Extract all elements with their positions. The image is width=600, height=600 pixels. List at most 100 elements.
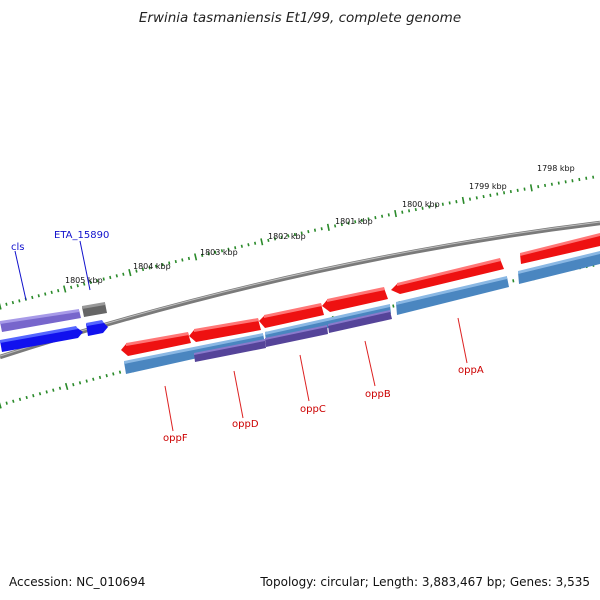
scale-label-1805: 1805 kbp [65,276,103,285]
outer-track-minor-tick [187,256,191,261]
outer-track-minor-tick [347,221,350,225]
outer-track-major-tick [394,209,397,218]
inner-track-minor-tick [12,399,15,403]
feature-eta15890-blue[interactable] [86,320,108,336]
outer-track-major-tick [461,196,465,204]
outer-track-minor-tick [267,238,270,242]
outer-track-minor-tick [571,179,574,183]
inner-track-minor-tick [5,401,8,405]
outer-track-minor-tick [201,253,204,257]
cds-oppB[interactable] [322,287,388,312]
genome-stats-text: Topology: circular; Length: 3,883,467 bp… [260,575,590,589]
inner-track-major-tick [0,402,2,409]
outer-track-minor-tick [435,203,438,208]
outer-track-minor-tick [523,187,526,191]
outer-track-minor-tick [550,182,553,186]
cds-oppC[interactable] [259,303,324,328]
outer-track-minor-tick [340,222,343,227]
feature-steel-oppA[interactable] [396,276,509,315]
inner-track-minor-tick [72,382,75,387]
inner-track-minor-tick [18,397,22,402]
outer-track-minor-tick [516,188,519,192]
outer-track-minor-tick [214,250,217,254]
accession-text: Accession: NC_010694 [9,575,146,589]
inner-track-minor-tick [38,392,42,396]
outer-track-minor-tick [300,231,303,235]
inner-track-minor-tick [58,386,62,390]
outer-track-minor-tick [585,176,588,180]
outer-track-minor-tick [96,279,99,283]
outer-track-minor-tick [441,202,444,206]
outer-track-minor-tick [428,205,431,209]
outer-track-major-tick [0,302,2,310]
gene-label-oppA[interactable]: oppA [458,365,484,376]
outer-track-major-tick [128,269,132,277]
outer-track-minor-tick [148,266,151,270]
outer-track-minor-tick [313,228,317,232]
feature-cls-blue[interactable] [0,326,83,352]
outer-track-minor-tick [37,294,40,298]
outer-track-minor-tick [489,193,492,197]
feature-purple-oppB[interactable] [328,310,392,333]
outer-track-minor-tick [18,299,21,303]
feature-purple-oppC[interactable] [265,325,328,347]
outer-track-minor-tick [421,206,424,210]
outer-track-minor-tick [401,210,404,214]
inner-track-minor-tick [52,388,55,392]
outer-track-major-tick [529,184,533,192]
inner-track-minor-tick [32,393,35,398]
gene-label-oppC[interactable]: oppC [300,404,326,415]
feature-cls-purple[interactable] [0,309,81,332]
cds-next-red[interactable] [520,233,600,264]
outer-track-minor-tick [83,282,86,286]
outer-track-minor-tick [374,216,377,220]
inner-track-minor-tick [85,379,88,383]
feature-purple-oppD[interactable] [194,339,266,362]
outer-track-minor-tick [247,243,250,247]
outer-track-minor-tick [70,285,73,290]
outer-track-minor-tick [115,274,118,278]
feature-steel-next[interactable] [518,251,600,284]
leader-line-oppB [364,340,376,387]
scale-label-1802: 1802 kbp [268,232,306,241]
gene-label-oppF[interactable]: oppF [163,433,188,444]
leader-line-oppC [299,354,310,402]
outer-track-minor-tick [207,252,210,256]
outer-track-minor-tick [141,267,145,272]
outer-track-minor-tick [154,264,158,268]
cds-oppF[interactable] [121,332,191,356]
outer-track-minor-tick [174,259,177,264]
outer-track-minor-tick [181,258,184,262]
outer-track-minor-tick [5,302,8,306]
inner-track-minor-tick [45,390,48,394]
gene-label-cls[interactable]: cls [11,242,25,253]
gene-label-oppB[interactable]: oppB [365,389,391,400]
outer-track-minor-tick [408,209,411,213]
outer-track-minor-tick [334,224,337,228]
inner-track-minor-tick [25,395,28,400]
gene-label-eta15890[interactable]: ETA_15890 [54,230,109,241]
outer-track-minor-tick [168,261,171,265]
leader-line-oppF [164,385,174,432]
genome-backbone-highlight [0,221,600,357]
inner-track-minor-tick [112,372,115,376]
feature-eta15890-gray[interactable] [82,302,107,317]
map-title: Erwinia tasmaniensis Et1/99, complete ge… [138,10,462,26]
outer-track-minor-tick [564,180,567,184]
cds-oppD[interactable] [189,318,261,342]
genome-backbone [0,220,600,360]
outer-track-minor-tick [496,192,499,196]
outer-track-minor-tick [287,234,290,238]
leader-line-oppA [457,317,468,364]
outer-track-minor-tick [234,246,237,250]
gene-label-oppD[interactable]: oppD [232,419,259,430]
outer-track-minor-tick [122,272,125,276]
outer-track-minor-tick [109,275,112,280]
outer-track-minor-tick [307,230,310,234]
outer-track-minor-tick [227,247,230,251]
outer-track-minor-tick [240,244,243,248]
cds-oppA[interactable] [391,258,504,294]
outer-track-minor-tick [44,292,47,296]
outer-track-minor-tick [414,207,417,212]
inner-track-minor-tick [92,377,95,381]
